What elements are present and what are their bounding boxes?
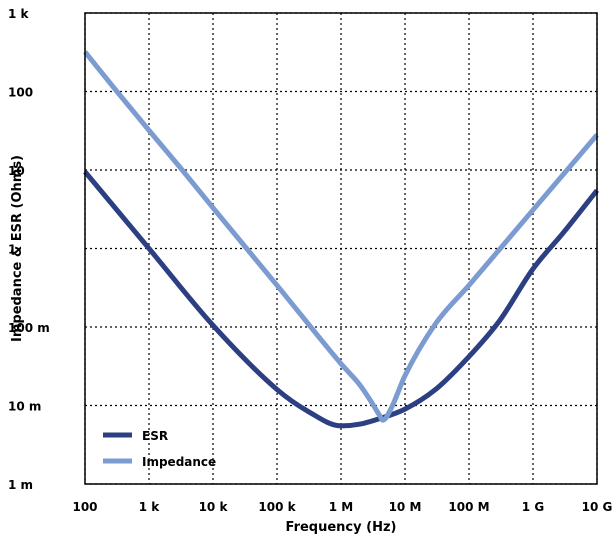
x-tick-label: 10 G [582,500,613,514]
legend-label-esr: ESR [142,429,168,443]
y-tick-label: 1 k [8,7,30,21]
x-tick-label: 100 k [258,500,296,514]
x-tick-labels: 100 1 k 10 k 100 k 1 M 10 M 100 M 1 G 10 G [72,500,612,514]
plot-frame [84,12,598,485]
x-axis-title: Frequency (Hz) [286,520,397,535]
y-tick-labels: 1 m 10 m 100 m 1 10 100 1 k [8,7,50,492]
series-line-esr [83,170,599,429]
y-axis-title: Impedance & ESR (Ohms) [10,155,25,342]
y-tick-label: 10 [8,164,25,178]
y-tick-label: 100 m [8,321,50,335]
legend: ESR Impedance [103,429,216,469]
x-tick-label: 1 G [522,500,544,514]
legend-label-impedance: Impedance [142,455,216,469]
y-tick-label: 10 m [8,400,41,414]
x-tick-label: 100 M [448,500,489,514]
x-tick-label: 10 k [199,500,229,514]
y-tick-label: 1 [8,243,16,257]
y-tick-label: 100 [8,86,33,100]
x-tick-label: 100 [72,500,97,514]
grid [84,12,598,485]
series-line-impedance [83,50,599,423]
x-tick-label: 10 M [389,500,422,514]
series-lines [83,50,599,429]
y-tick-label: 1 m [8,478,33,492]
x-tick-label: 1 k [139,500,161,514]
x-tick-label: 1 M [329,500,353,514]
